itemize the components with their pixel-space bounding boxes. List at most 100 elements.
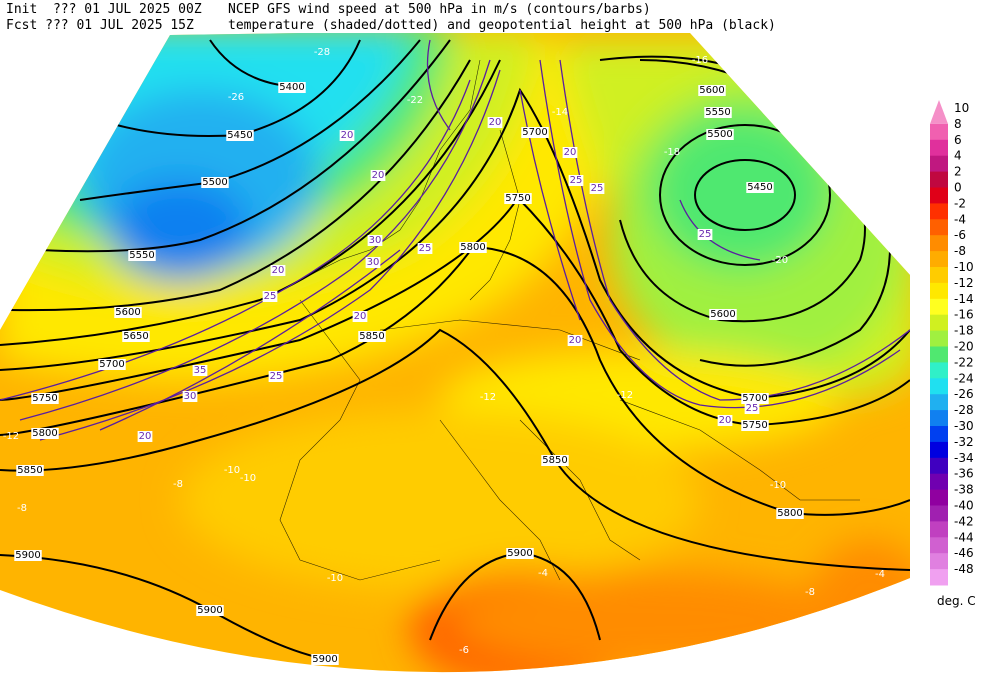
- height-label: 5750: [32, 393, 57, 404]
- colorbar-swatch: [930, 505, 948, 522]
- height-label-box: [98, 359, 126, 370]
- height-label: 5850: [542, 455, 567, 466]
- temperature-label: -10: [240, 473, 256, 484]
- height-label-box: [521, 127, 549, 138]
- temperature-label: -16: [692, 55, 708, 66]
- colorbar-swatch: [930, 251, 948, 268]
- wind-label-box: [717, 415, 733, 426]
- wind-label: 25: [270, 371, 283, 382]
- height-label: 5700: [99, 359, 124, 370]
- colorbar-swatch: [930, 457, 948, 475]
- colorbar-label: -6: [954, 228, 966, 242]
- temperature-label: -8: [17, 503, 27, 514]
- colorbar-swatch: [930, 298, 948, 316]
- wind-label: 20: [719, 415, 732, 426]
- temperature-label: -20: [772, 255, 788, 266]
- wind-label-box: [268, 371, 284, 382]
- wind-label: 20: [489, 117, 502, 128]
- height-label-box: [358, 331, 386, 342]
- height-label-box: [459, 242, 487, 253]
- wind-label-box: [262, 291, 278, 302]
- height-label: 5900: [197, 605, 222, 616]
- colorbar-swatch: [930, 139, 948, 157]
- wind-label-box: [339, 130, 355, 141]
- height-label-box: [311, 654, 339, 665]
- wind-label-box: [697, 229, 713, 240]
- wind-label-box: [370, 170, 386, 181]
- wind-label: 25: [699, 229, 712, 240]
- height-label-box: [698, 85, 726, 96]
- forecast-time: Fcst ??? 01 JUL 2025 15Z: [6, 18, 194, 33]
- colorbar-swatch: [930, 426, 948, 443]
- temperature-label: -26: [228, 92, 244, 103]
- temperature-label: -10: [327, 573, 343, 584]
- colorbar-label: -4: [954, 212, 966, 226]
- colorbar-swatch: [930, 235, 948, 252]
- height-label-box: [14, 550, 42, 561]
- wind-label-box: [744, 403, 760, 414]
- colorbar-swatch: [930, 378, 948, 395]
- colorbar-swatch: [930, 473, 948, 491]
- wind-label: 20: [139, 431, 152, 442]
- height-label-box: [128, 250, 156, 261]
- colorbar-swatch: [930, 553, 948, 570]
- height-label: 5600: [115, 307, 140, 318]
- colorbar-label: -20: [954, 340, 974, 354]
- height-label-box: [31, 428, 59, 439]
- colorbar-swatch: [930, 537, 948, 554]
- colorbar-triangle: [930, 100, 948, 124]
- colorbar-swatch: [930, 489, 948, 506]
- wind-label: 25: [570, 175, 583, 186]
- colorbar-swatch: [930, 346, 948, 363]
- wind-label-box: [182, 391, 198, 402]
- wind-contours: [0, 39, 910, 441]
- wind-label-box: [352, 311, 368, 322]
- wind-label-box: [567, 335, 583, 346]
- wind-label-box: [137, 431, 153, 442]
- colorbar-label: 6: [954, 133, 962, 147]
- height-label-box: [746, 182, 774, 193]
- temperature-label: -4: [875, 569, 885, 580]
- wind-label: 30: [367, 257, 380, 268]
- wind-label: 20: [569, 335, 582, 346]
- colorbar-label: -30: [954, 419, 974, 433]
- temperature-label: -6: [459, 645, 469, 656]
- height-label: 5700: [742, 393, 767, 404]
- colorbar-swatch: [930, 394, 948, 411]
- height-label-box: [706, 129, 734, 140]
- height-label: 5750: [742, 420, 767, 431]
- colorbar-label: -18: [954, 324, 974, 338]
- height-label: 5900: [312, 654, 337, 665]
- height-label: 5850: [359, 331, 384, 342]
- temperature-label: -10: [224, 465, 240, 476]
- colorbar-swatch: [930, 203, 948, 220]
- colorbar-swatch: [930, 410, 948, 427]
- colorbar-swatch: [930, 362, 948, 379]
- height-label-box: [114, 307, 142, 318]
- wind-label-box: [192, 365, 208, 376]
- wind-label: 25: [264, 291, 277, 302]
- colorbar-label: 10: [954, 101, 969, 115]
- height-label: 5700: [522, 127, 547, 138]
- colorbar-label: -38: [954, 483, 974, 497]
- wind-label: 25: [591, 183, 604, 194]
- wind-label: 30: [184, 391, 197, 402]
- height-label-box: [122, 331, 150, 342]
- colorbar-label: -32: [954, 435, 974, 449]
- colorbar-label: 4: [954, 149, 962, 163]
- height-label: 5900: [15, 550, 40, 561]
- temperature-label: -8: [173, 479, 183, 490]
- wind-label: 35: [194, 365, 207, 376]
- colorbar-label: -42: [954, 514, 974, 528]
- height-label: 5550: [129, 250, 154, 261]
- wind-label: 20: [564, 147, 577, 158]
- title-line-2: temperature (shaded/dotted) and geopoten…: [228, 18, 776, 33]
- height-label: 5450: [227, 130, 252, 141]
- height-label-box: [278, 82, 306, 93]
- colorbar-label: -8: [954, 244, 966, 258]
- colorbar-swatch: [930, 219, 948, 236]
- height-label: 5500: [202, 177, 227, 188]
- colorbar-label: -12: [954, 276, 974, 290]
- colorbar-label: 8: [954, 117, 962, 131]
- wind-label-box: [487, 117, 503, 128]
